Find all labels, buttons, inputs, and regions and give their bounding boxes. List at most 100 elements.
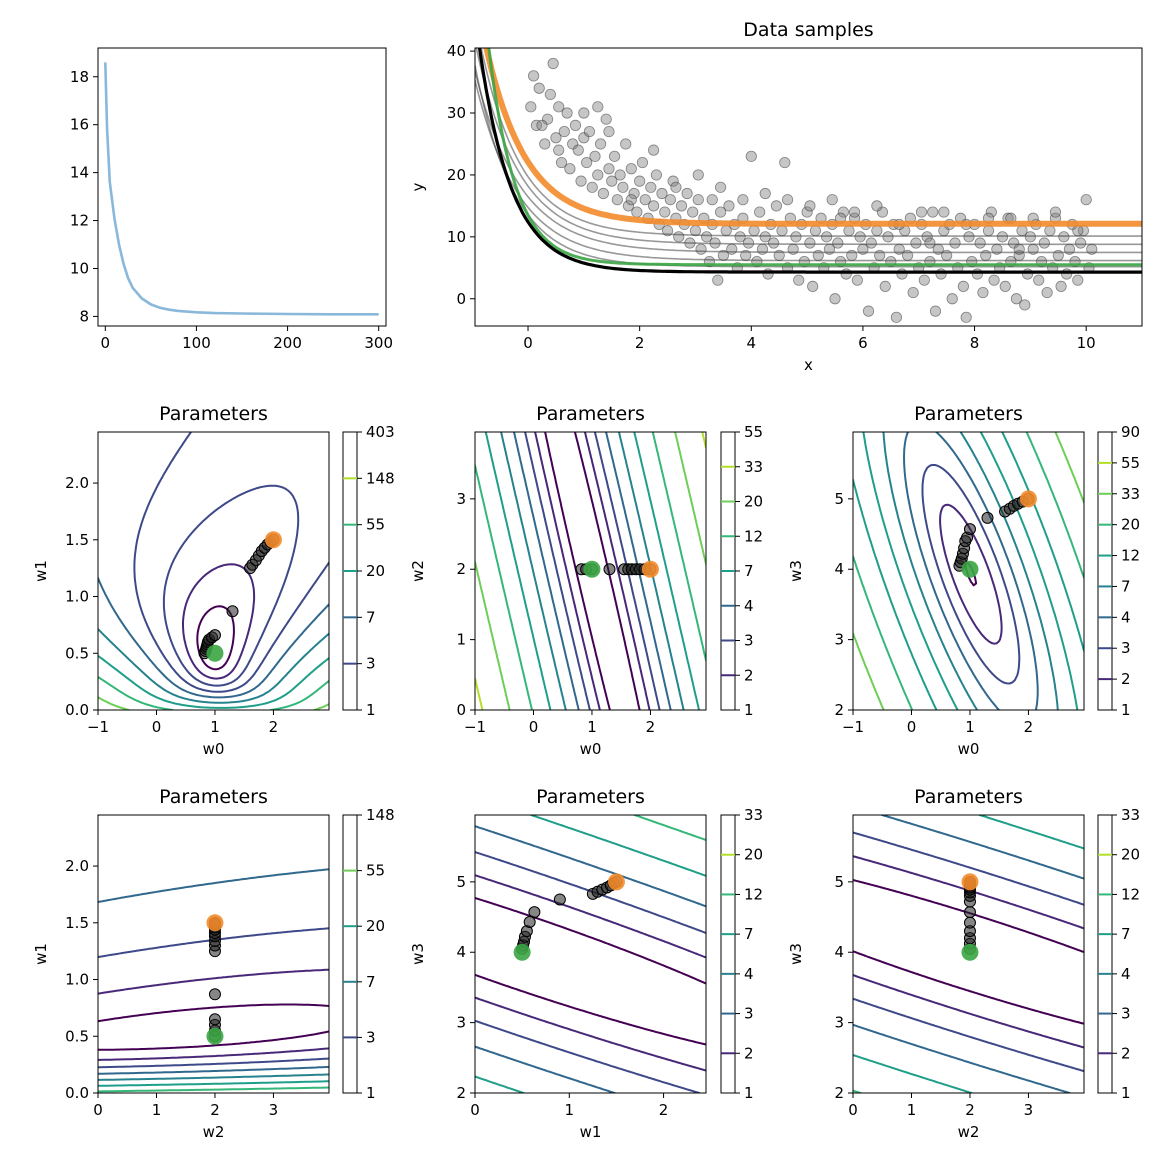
sample-point: [759, 231, 771, 243]
panel-title: Parameters: [159, 403, 268, 425]
colorbar-tick-label: 1: [744, 1084, 754, 1102]
axes-frame: [474, 431, 707, 711]
colorbar-tick-label: 33: [1121, 806, 1140, 824]
y-tick-label: 1: [456, 631, 466, 649]
contour-line: [98, 696, 329, 710]
contour-line: [853, 432, 1084, 710]
y-tick-label: 20: [447, 166, 466, 184]
colorbar-frame: [1097, 814, 1113, 1094]
colorbar-tick-label: 33: [744, 458, 763, 476]
sample-point: [541, 113, 554, 125]
y-tick-label: 16: [70, 116, 89, 134]
colorbar-tick-label: 3: [1121, 639, 1131, 657]
x-tick-label: 2: [1024, 718, 1034, 736]
contour-line: [98, 927, 329, 1069]
sample-point: [879, 280, 891, 292]
sample-point: [597, 187, 609, 200]
colorbar-tick-label: 55: [744, 423, 763, 441]
x-tick-label: 0: [848, 1101, 858, 1119]
sample-point: [971, 268, 983, 280]
fit-curve-gray: [475, 48, 1142, 246]
sample-point: [553, 101, 565, 113]
colorbar-tick-label: 1: [1121, 701, 1131, 719]
sample-point: [608, 150, 621, 162]
y-tick-label: 0.5: [65, 1027, 89, 1045]
sample-point: [1033, 274, 1045, 286]
y-tick-label: 2: [834, 1084, 844, 1102]
contour-line: [853, 432, 1084, 710]
sample-point: [1049, 206, 1062, 218]
y-tick-label: 1.5: [65, 531, 89, 549]
x-tick-label: −1: [842, 718, 864, 736]
colorbar-tick-label: 7: [744, 562, 754, 580]
y-tick-label: 2: [456, 1084, 466, 1102]
sample-point: [871, 225, 883, 237]
x-tick-label: 1: [152, 1101, 162, 1119]
sample-point: [809, 225, 822, 237]
contour-line: [98, 868, 329, 1075]
data-samples-panel: 0 2 4 6 8 10 0 10 20 30 40 Data samples x y: [409, 19, 1143, 374]
x-tick-label: 3: [269, 1101, 279, 1119]
sample-point: [924, 237, 936, 249]
sample-point: [957, 280, 969, 292]
y-axis-label: w3: [787, 560, 805, 582]
panel-title: Parameters: [159, 786, 268, 808]
sample-point: [622, 200, 635, 212]
sample-point: [659, 206, 671, 218]
x-tick-label: 1: [210, 718, 220, 736]
x-tick-label: 6: [858, 334, 868, 352]
sample-point: [865, 237, 877, 249]
y-tick-label: 5: [456, 873, 466, 891]
colorbar-tick-label: 1: [1121, 1084, 1131, 1102]
path-point: [963, 523, 976, 536]
sample-point: [634, 175, 646, 187]
sample-point: [592, 101, 604, 113]
colorbar-tick-label: 2: [744, 1044, 754, 1062]
sample-point: [779, 156, 791, 169]
contour-line: [513, 432, 672, 710]
sample-point: [1021, 268, 1034, 280]
path-point: [528, 906, 541, 919]
sample-point: [687, 206, 699, 218]
y-tick-label: 10: [70, 259, 89, 277]
sample-point: [742, 237, 755, 249]
path-point: [208, 1013, 221, 1026]
sample-point: [723, 200, 735, 212]
sample-point: [600, 113, 612, 125]
sample-point: [611, 194, 623, 206]
contour-line: [939, 503, 1003, 645]
colorbar-tick-label: 20: [366, 917, 385, 935]
sample-point: [675, 200, 688, 212]
path-point: [523, 915, 536, 928]
truth-marker: [961, 560, 979, 578]
sample-point: [745, 150, 757, 162]
x-tick-label: 0: [907, 718, 917, 736]
x-tick-label: 0: [101, 334, 111, 352]
sample-point: [544, 88, 556, 101]
y-tick-label: 3: [456, 490, 466, 508]
sample-point: [977, 286, 989, 299]
y-tick-label: 3: [834, 1014, 844, 1032]
sample-point: [781, 194, 794, 206]
x-tick-label: 1: [565, 1101, 575, 1119]
sample-point: [553, 144, 565, 156]
sample-point: [701, 231, 713, 243]
sample-point: [737, 194, 749, 206]
sample-point: [1072, 225, 1084, 237]
contour-line: [475, 825, 706, 1093]
colorbar-tick-label: 1: [366, 1084, 376, 1102]
sample-point: [617, 181, 629, 193]
panel-title: Parameters: [914, 403, 1023, 425]
colorbar-tick-label: 55: [366, 862, 385, 880]
sample-point: [804, 237, 816, 249]
sample-point: [843, 225, 855, 237]
contour-line: [98, 815, 329, 1081]
loss-panel: 0 100 200 300 8 10 12 14 16 18: [70, 47, 393, 352]
colorbar-tick-label: 55: [1121, 454, 1140, 472]
sample-point: [528, 70, 540, 82]
contour-line: [182, 563, 256, 680]
path-point: [603, 563, 616, 576]
colorbar-tick-label: 1: [744, 701, 754, 719]
